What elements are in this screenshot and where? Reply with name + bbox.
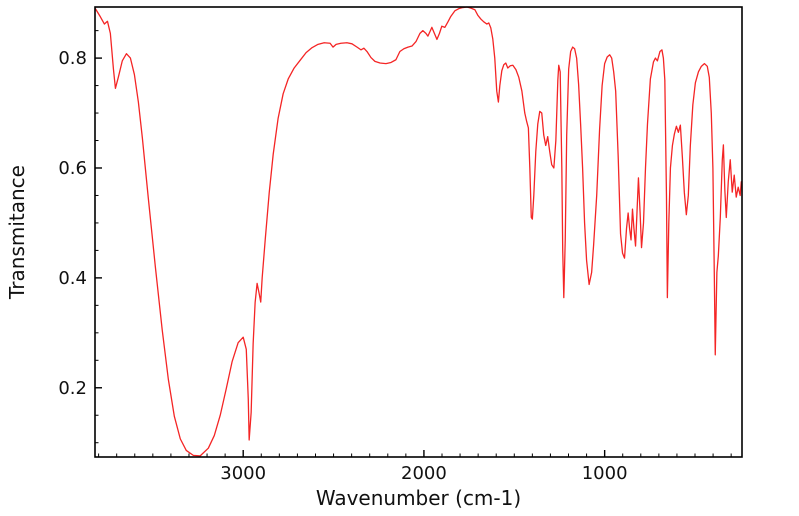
y-tick-label: 0.2	[58, 378, 87, 399]
x-tick-label: 1000	[582, 463, 628, 484]
axis-tick-labels-layer: 3000 2000 1000 0.2 0.4 0.6 0.8	[58, 48, 627, 484]
x-tick-label: 2000	[401, 463, 447, 484]
plot-border	[94, 6, 743, 458]
x-tick-label: 3000	[220, 463, 266, 484]
y-tick-label: 0.6	[58, 158, 87, 179]
spectrum-line	[94, 6, 742, 457]
y-tick-label: 0.4	[58, 268, 87, 289]
y-axis-title: Transmitance	[5, 165, 29, 300]
y-tick-label: 0.8	[58, 48, 87, 69]
x-axis-title: Wavenumber (cm-1)	[316, 486, 521, 510]
spectrum-line-layer	[94, 6, 742, 457]
